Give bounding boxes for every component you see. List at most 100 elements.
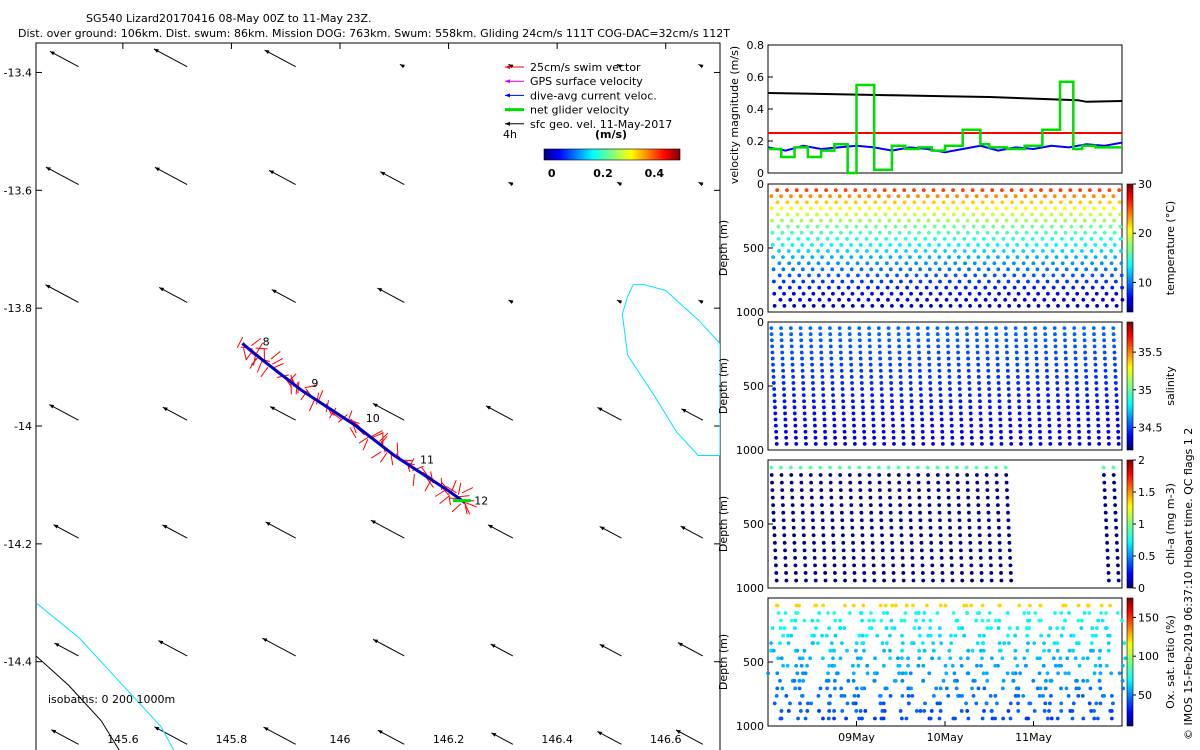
salinity-point	[860, 387, 864, 391]
oxygen-point	[1035, 686, 1040, 691]
salinity-point	[879, 381, 884, 385]
current-arrow-head	[680, 526, 686, 531]
temperature-point	[916, 218, 921, 223]
current-arrow-shaft	[158, 287, 188, 303]
oxygen-point	[854, 641, 859, 646]
temperature-point	[1095, 304, 1099, 308]
current-arrow	[372, 403, 405, 421]
salinity-point	[1094, 374, 1098, 379]
oxygen-point	[792, 678, 797, 683]
oxygen-point	[938, 686, 943, 691]
oxygen-point	[1071, 701, 1076, 706]
temperature-ylabel: Depth (m)	[717, 220, 730, 276]
chlorophyll-point	[779, 473, 784, 477]
chlorophyll-point	[780, 495, 785, 500]
temperature-point	[829, 255, 834, 260]
oxygen-point	[1058, 656, 1063, 661]
temperature-point	[942, 224, 947, 229]
oxygen-point	[1031, 678, 1036, 683]
oxygen-point	[865, 671, 870, 676]
chlorophyll-point	[1008, 563, 1013, 568]
chlorophyll-point	[784, 571, 788, 575]
current-arrow-head	[262, 638, 268, 643]
temperature-point	[865, 273, 870, 278]
salinity-point	[1103, 368, 1108, 373]
salinity-point	[997, 405, 1002, 410]
temperature-point	[867, 194, 871, 199]
oxygen-point	[1001, 678, 1006, 683]
oxygen-point	[1048, 626, 1053, 631]
oxygen-point	[948, 656, 953, 661]
salinity-point	[869, 368, 873, 373]
temperature-point	[776, 224, 781, 229]
salinity-point	[1082, 326, 1086, 330]
salinity-point	[986, 374, 991, 379]
temperature-point	[934, 285, 939, 290]
chlorophyll-point	[901, 571, 906, 575]
oxygen-point	[882, 648, 887, 653]
temperature-point	[1021, 261, 1026, 266]
salinity-point	[1106, 435, 1111, 440]
salinity-point	[801, 381, 806, 385]
temperature-point	[869, 279, 874, 284]
salinity-point	[1055, 381, 1060, 385]
chlorophyll-point	[1101, 465, 1106, 470]
salinity-point	[921, 435, 925, 440]
salinity-point	[1096, 429, 1101, 434]
salinity-point	[877, 332, 881, 337]
salinity-point	[792, 399, 797, 404]
temperature-point	[858, 243, 863, 247]
salinity-point	[820, 374, 825, 379]
salinity-point	[789, 332, 794, 337]
temperature-point	[965, 230, 970, 235]
temperature-point	[769, 194, 774, 199]
salinity-point	[1086, 423, 1091, 428]
oxygen-point	[1022, 656, 1027, 661]
temperature-point	[825, 224, 830, 229]
temperature-point	[923, 249, 928, 253]
temperature-point	[1033, 194, 1038, 199]
oxygen-point	[1090, 633, 1095, 638]
temperature-point	[994, 194, 999, 199]
temperature-point	[995, 230, 1000, 235]
oxygen-point	[1049, 693, 1053, 698]
oxygen-x-tick-label: 11May	[1015, 731, 1052, 744]
legend-interval: 4h	[503, 128, 517, 141]
current-arrow	[49, 50, 79, 68]
salinity-point	[889, 393, 894, 398]
salinity-point	[1056, 399, 1060, 404]
salinity-point	[947, 374, 952, 379]
swim-vector	[396, 442, 399, 455]
temperature-point	[787, 273, 792, 278]
salinity-point	[819, 344, 823, 349]
chlorophyll-point	[886, 465, 891, 470]
oxygen-point	[906, 693, 911, 698]
salinity-point	[1106, 429, 1111, 434]
salinity-point	[839, 362, 844, 367]
chlorophyll-point	[820, 510, 825, 515]
salinity-point	[1034, 344, 1038, 349]
oxygen-point	[1087, 701, 1092, 706]
temperature-point	[828, 194, 832, 199]
chlorophyll-point	[974, 465, 979, 470]
salinity-point	[857, 332, 862, 337]
chlorophyll-point	[877, 473, 882, 477]
oxygen-point	[1041, 693, 1045, 698]
current-arrow	[508, 299, 514, 304]
oxygen-point	[896, 656, 900, 661]
chlorophyll-point	[888, 495, 892, 500]
temperature-point	[912, 188, 916, 192]
chlorophyll-point	[920, 555, 925, 560]
salinity-y-tick-label: 0	[757, 316, 764, 329]
chlorophyll-point	[919, 533, 924, 538]
chlorophyll-point	[946, 495, 951, 500]
temperature-point	[944, 285, 949, 290]
chlorophyll-point	[851, 540, 855, 545]
salinity-point	[1023, 326, 1028, 330]
oxygen-point	[812, 633, 816, 638]
chlorophyll-point	[819, 495, 824, 500]
chlorophyll-point	[960, 571, 964, 575]
legend-swatch-head	[505, 79, 510, 84]
salinity-point	[926, 344, 931, 349]
